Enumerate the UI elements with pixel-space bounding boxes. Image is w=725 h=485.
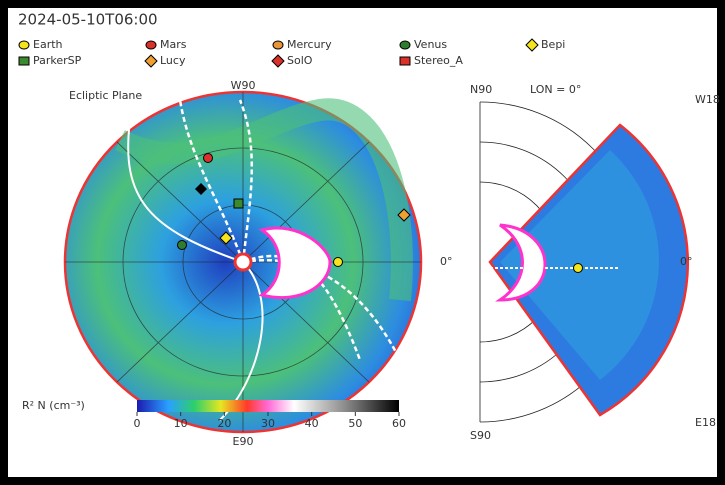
legend-marker	[271, 54, 285, 68]
axis-label: W90	[231, 79, 256, 92]
plot-title: Ecliptic Plane	[69, 89, 142, 102]
colorbar-tick-label: 40	[305, 417, 319, 430]
colorbar: R² N (cm⁻³) 0 10 20 30 40 50 60	[22, 399, 406, 430]
legend-label: SolO	[287, 54, 313, 67]
colorbar-scale	[137, 400, 399, 412]
legend-marker	[144, 54, 158, 68]
legend-marker	[272, 40, 284, 50]
legend-marker	[399, 40, 411, 50]
legend-marker	[145, 40, 157, 50]
legend-label: ParkerSP	[33, 54, 82, 67]
colorbar-tick-label: 20	[217, 417, 231, 430]
plot-title: LON = 0°	[530, 83, 581, 96]
axis-label: N90	[470, 83, 492, 96]
legend-label: Venus	[414, 38, 447, 51]
axis-label: E90	[233, 435, 254, 448]
legend-label: Mars	[160, 38, 187, 51]
timestamp: 2024-05-10T06:00	[18, 11, 158, 29]
colorbar-tick-label: 0	[134, 417, 141, 430]
legend-label: Stereo_A	[414, 54, 463, 67]
legend-marker	[18, 56, 30, 66]
ecliptic-plot: Ecliptic Plane W90 0° E90	[63, 79, 453, 448]
axis-label: E18	[695, 416, 716, 429]
axis-label: 0°	[680, 255, 693, 268]
axis-label: 0°	[440, 255, 453, 268]
legend-label: Lucy	[160, 54, 186, 67]
axis-label: S90	[470, 429, 491, 442]
colorbar-tick-label: 30	[261, 417, 275, 430]
axis-label: W18	[695, 93, 720, 106]
legend-marker	[525, 38, 539, 52]
legend-label: Bepi	[541, 38, 565, 51]
legend-marker	[399, 56, 411, 66]
colorbar-tick-label: 50	[348, 417, 362, 430]
legend-label: Mercury	[287, 38, 332, 51]
colorbar-tick-label: 60	[392, 417, 406, 430]
colorbar-tick-label: 10	[174, 417, 188, 430]
legend-marker	[18, 40, 30, 50]
legend: Earth Mars Mercury Venus Bepi ParkerSP Lucy Sol…	[18, 38, 565, 68]
meridional-plot: N90 LON = 0° S90 0° W18 E18	[470, 83, 720, 442]
legend-label: Earth	[33, 38, 63, 51]
colorbar-label: R² N (cm⁻³)	[22, 399, 85, 412]
